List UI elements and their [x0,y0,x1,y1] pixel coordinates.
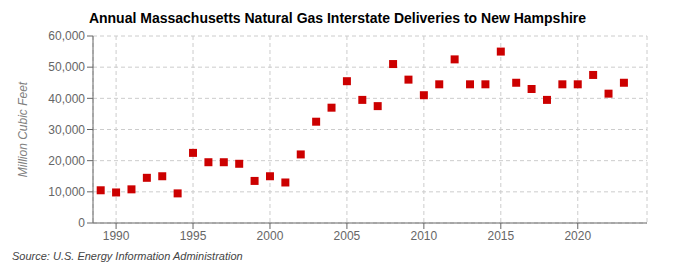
svg-text:2015: 2015 [487,229,514,243]
svg-text:60,000: 60,000 [48,29,85,43]
svg-text:40,000: 40,000 [48,92,85,106]
svg-text:2020: 2020 [564,229,591,243]
svg-text:1995: 1995 [180,229,207,243]
svg-text:50,000: 50,000 [48,60,85,74]
svg-text:2005: 2005 [334,229,361,243]
html-text:Annual Massachusetts Natural G: Annual Massachusetts Natural Gas Interst… [88,10,587,26]
svg-text:1990: 1990 [103,229,130,243]
svg-text:0: 0 [78,216,85,230]
svg-text:Million Cubic Feet: Million Cubic Feet [16,81,30,177]
svg-text:20,000: 20,000 [48,154,85,168]
svg-text:30,000: 30,000 [48,123,85,137]
svg-text:10,000: 10,000 [48,185,85,199]
svg-text:2000: 2000 [257,229,284,243]
html-text:Source: U.S. Energy Informatio: Source: U.S. Energy Information Administ… [12,250,243,262]
svg-text:2010: 2010 [411,229,438,243]
